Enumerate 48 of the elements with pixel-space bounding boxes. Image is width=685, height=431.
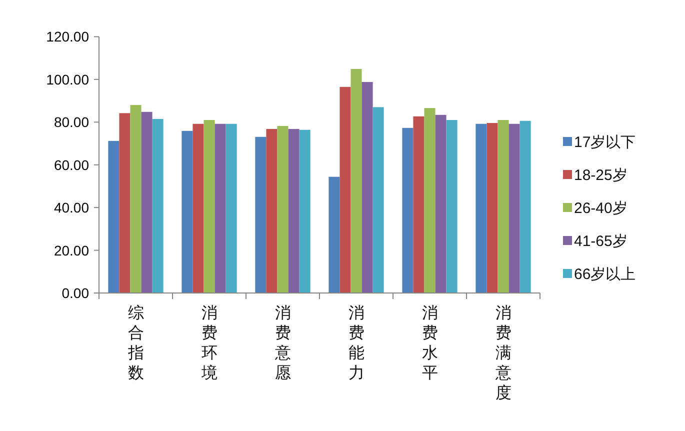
- bar: [328, 176, 340, 293]
- bar: [192, 124, 204, 293]
- bar: [413, 116, 424, 293]
- y-tick-label: 0.00: [62, 285, 90, 301]
- y-tick-label: 60.00: [54, 156, 90, 173]
- x-tick-label: 消费水平: [422, 303, 438, 382]
- x-tick-label: 综合指数: [126, 303, 144, 382]
- bar: [350, 68, 362, 293]
- bar: [424, 108, 436, 293]
- bar: [435, 114, 446, 293]
- bar: [402, 128, 414, 293]
- bar: [226, 124, 237, 293]
- legend-label: 18-25岁: [574, 167, 628, 184]
- y-tick-label: 120.00: [46, 28, 90, 45]
- x-tick-label: 消费意愿: [274, 303, 291, 382]
- bar: [130, 105, 142, 293]
- bar: [520, 120, 531, 293]
- y-tick-label: 80.00: [54, 114, 90, 130]
- bar: [277, 126, 288, 293]
- bar: [152, 118, 164, 293]
- x-tick-label: 消费能力: [348, 303, 364, 382]
- bar: [508, 124, 520, 293]
- bar: [108, 140, 120, 293]
- bar: [299, 130, 310, 293]
- bar: [446, 120, 458, 293]
- x-tick-label: 消费满意度: [494, 303, 512, 402]
- bar: [476, 124, 487, 293]
- bar: [119, 113, 130, 293]
- bar: [255, 136, 266, 293]
- y-tick-label: 20.00: [54, 242, 90, 258]
- bar: [372, 107, 384, 293]
- bar: [182, 130, 193, 293]
- y-tick-label: 40.00: [54, 200, 90, 216]
- legend-label: 26-40岁: [574, 200, 628, 217]
- x-tick-label: 消费环境: [200, 303, 218, 382]
- legend-label: 41-65岁: [574, 233, 628, 250]
- bar: [486, 122, 498, 293]
- legend-label: 66岁以上: [574, 266, 636, 283]
- bar: [266, 128, 278, 293]
- bar: [141, 112, 152, 293]
- bar: [340, 86, 351, 293]
- bar: [362, 82, 373, 293]
- bar: [498, 120, 509, 293]
- y-tick-label: 100.00: [46, 71, 90, 88]
- bar: [288, 128, 300, 293]
- legend-label: 17岁以下: [574, 134, 636, 151]
- bar: [214, 124, 226, 293]
- bar: [204, 120, 215, 293]
